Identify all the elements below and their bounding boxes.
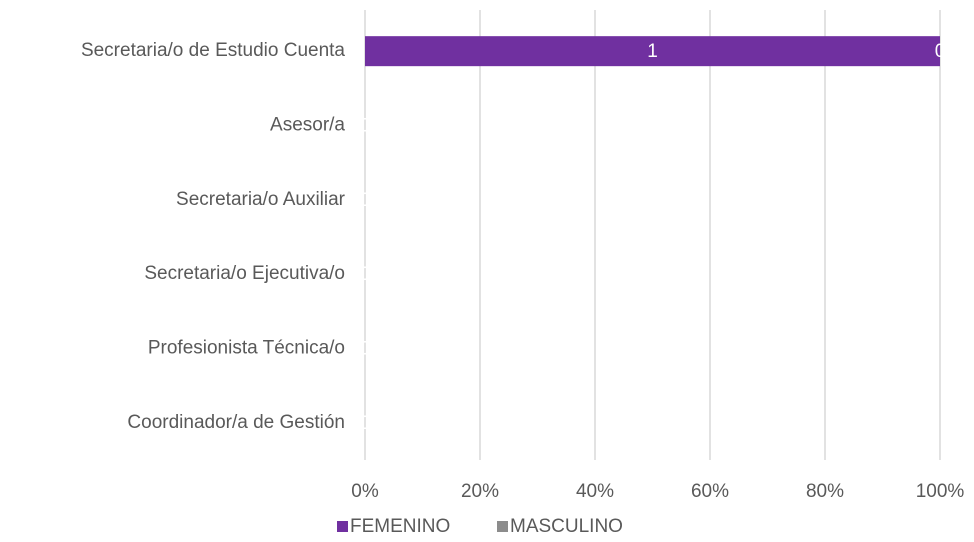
- data-label: 0: [360, 413, 371, 434]
- legend-label: FEMENINO: [350, 516, 450, 537]
- data-label: 0: [360, 190, 371, 211]
- x-tick-label: 80%: [806, 481, 844, 502]
- legend-swatch: [337, 521, 348, 532]
- legend-label: MASCULINO: [510, 516, 623, 537]
- y-tick-label: Profesionista Técnica/o: [148, 338, 345, 359]
- x-tick-label: 0%: [351, 481, 379, 502]
- y-tick-label: Coordinador/a de Gestión: [127, 412, 345, 433]
- data-label: 1: [647, 41, 658, 62]
- data-label: 0: [935, 41, 946, 62]
- x-tick-label: 100%: [916, 481, 965, 502]
- x-tick-label: 40%: [576, 481, 614, 502]
- legend-swatch: [497, 521, 508, 532]
- y-tick-label: Secretaria/o de Estudio Cuenta: [81, 40, 345, 61]
- data-label: 0: [360, 116, 371, 137]
- bar-segment: [365, 36, 940, 67]
- data-label: 0: [360, 116, 371, 137]
- x-tick-label: 60%: [691, 481, 729, 502]
- data-label: 0: [360, 413, 371, 434]
- data-label: 0: [360, 190, 371, 211]
- y-tick-label: Secretaria/o Auxiliar: [176, 189, 346, 210]
- x-tick-label: 20%: [461, 481, 499, 502]
- data-label: 0: [360, 264, 371, 285]
- data-label: 0: [360, 339, 371, 360]
- y-tick-label: Asesor/a: [270, 115, 345, 136]
- y-tick-label: Secretaria/o Ejecutiva/o: [144, 263, 345, 284]
- data-label: 0: [360, 339, 371, 360]
- data-label: 0: [360, 264, 371, 285]
